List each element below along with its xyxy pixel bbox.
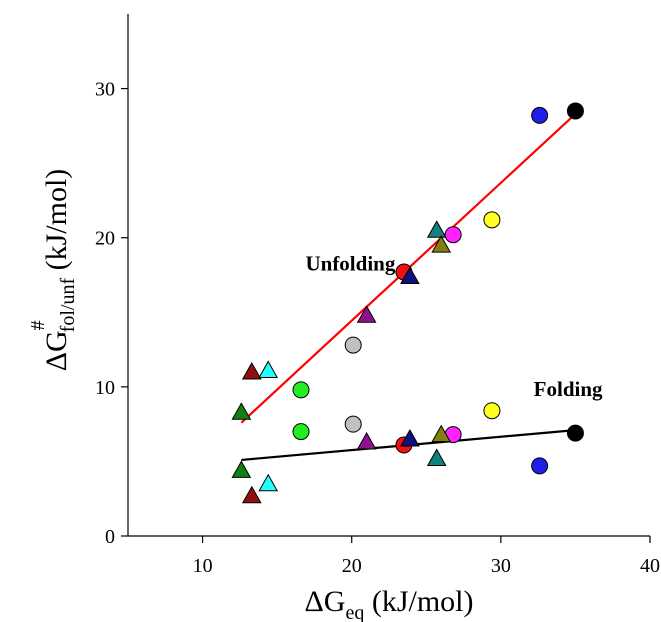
y-label-sup: # <box>27 320 49 330</box>
x-tick-label: 40 <box>640 555 660 577</box>
y-label-rest: (kJ/mol) <box>40 169 73 278</box>
x-axis-label: ΔGeq (kJ/mol) <box>304 585 473 622</box>
y-tick-label: 30 <box>95 79 115 101</box>
x-label-sub: eq <box>345 602 364 622</box>
annotation-unfolding: Unfolding <box>305 252 395 276</box>
ticks: 10 20 30 40 0 10 20 30 <box>95 79 660 577</box>
folding-triangle-point <box>231 460 252 478</box>
folding-triangle-point <box>426 448 447 466</box>
unfolding-triangle-point <box>231 402 252 420</box>
folding-circle-point <box>483 402 501 420</box>
y-tick-label: 10 <box>95 377 115 399</box>
unfolding-circle-point <box>531 106 549 124</box>
y-tick-label: 0 <box>105 526 115 548</box>
unfolding-triangle-point <box>241 361 262 380</box>
folding-triangle-point <box>356 432 377 450</box>
annotations: Unfolding Folding <box>305 252 603 401</box>
unfolding-circle-point <box>483 211 501 229</box>
folding-circle-point <box>292 423 310 441</box>
folding-circle-point <box>566 424 584 442</box>
unfolding-circle-point <box>344 336 362 354</box>
folding-triangle-point <box>431 424 452 443</box>
y-tick-label: 20 <box>95 228 115 250</box>
unfolding-triangle-point <box>426 220 447 238</box>
x-label-main: ΔG <box>304 585 345 618</box>
unfolding-triangle-point <box>356 305 377 323</box>
unfolding-triangle-point <box>400 266 420 284</box>
y-axis-label: ΔG# fol/unf (kJ/mol) <box>27 169 79 372</box>
folding-triangle-point <box>258 473 279 492</box>
x-tick-label: 10 <box>193 555 213 577</box>
data-points <box>231 102 584 504</box>
x-tick-label: 20 <box>342 555 362 577</box>
fit-lines <box>240 113 577 462</box>
x-label-rest: (kJ/mol) <box>364 585 473 618</box>
y-label-sub: fol/unf <box>57 278 79 333</box>
folding-triangle-point <box>241 485 262 504</box>
annotation-folding: Folding <box>534 377 603 401</box>
folding-circle-point <box>344 415 362 433</box>
unfolding-circle-point <box>292 381 310 399</box>
axes <box>127 14 650 537</box>
x-tick-label: 30 <box>491 555 511 577</box>
unfolding-triangle-point <box>431 235 452 253</box>
unfolding-triangle-point <box>258 360 279 378</box>
folding-triangle-point <box>400 429 420 447</box>
unfolding-circle-point <box>444 226 462 244</box>
y-label-main: ΔG <box>40 330 73 371</box>
folding-circle-point <box>531 457 549 475</box>
unfolding-circle-point <box>566 102 584 120</box>
